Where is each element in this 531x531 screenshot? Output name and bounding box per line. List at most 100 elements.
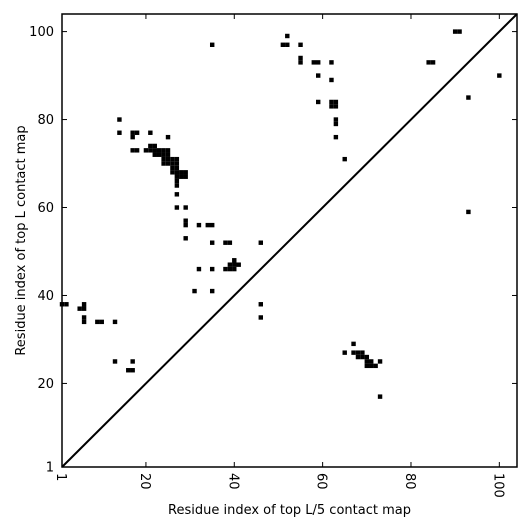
- contact-point: [165, 156, 171, 162]
- contact-point: [285, 33, 290, 39]
- contact-point: [170, 156, 175, 162]
- x-tick-label: 100: [490, 473, 505, 498]
- contact-point: [342, 156, 347, 162]
- contact-point: [130, 359, 135, 364]
- contact-point: [209, 266, 215, 272]
- contact-point: [183, 218, 188, 223]
- y-tick-label: 60: [37, 201, 54, 216]
- contact-point: [223, 240, 228, 245]
- contact-point: [174, 183, 180, 188]
- y-axis-title: Residue index of top L contact map: [14, 125, 29, 355]
- contact-point: [466, 95, 471, 100]
- contact-point: [452, 29, 458, 34]
- x-tick-label: 40: [225, 473, 240, 490]
- contact-point: [209, 240, 215, 245]
- contact-point: [329, 104, 334, 109]
- contact-point: [316, 99, 321, 105]
- contact-point: [117, 130, 122, 135]
- x-tick-label: 60: [314, 473, 329, 490]
- x-axis-ticks: 1 20 40 60 80 100: [53, 14, 505, 498]
- x-tick-label: 80: [402, 473, 417, 490]
- x-tick-label: 1: [53, 473, 68, 481]
- contact-point: [148, 130, 153, 135]
- contact-point: [227, 266, 233, 272]
- contact-point: [196, 266, 202, 272]
- contact-point: [174, 161, 180, 166]
- contact-point: [232, 258, 237, 263]
- contact-point: [426, 60, 431, 65]
- y-tick-label: 100: [29, 25, 54, 40]
- contact-point: [64, 302, 69, 307]
- contact-point: [174, 165, 180, 171]
- contact-point: [183, 236, 188, 241]
- contact-point: [377, 394, 383, 399]
- contact-point: [117, 117, 122, 122]
- contact-point: [223, 266, 228, 272]
- contact-point: [174, 156, 180, 162]
- contact-point: [497, 73, 502, 78]
- contact-point: [192, 288, 197, 294]
- contact-point: [130, 130, 135, 135]
- contact-point: [209, 222, 215, 228]
- contact-point: [258, 302, 263, 307]
- contact-point: [174, 192, 180, 197]
- y-tick-label: 80: [37, 113, 54, 128]
- contact-point: [298, 55, 303, 61]
- contact-point: [130, 134, 135, 140]
- contact-point: [81, 319, 87, 325]
- contact-point: [209, 42, 215, 47]
- y-tick-label: 20: [37, 377, 54, 392]
- contact-point: [364, 359, 370, 364]
- contact-point: [342, 350, 347, 355]
- contact-point: [329, 60, 334, 65]
- contact-point: [333, 121, 339, 127]
- contact-point: [351, 350, 356, 355]
- contact-point: [95, 319, 100, 325]
- x-axis-title: Residue index of top L/5 contact map: [168, 503, 411, 518]
- contact-point: [156, 152, 162, 157]
- contact-point: [174, 170, 180, 175]
- contact-point: [227, 240, 233, 245]
- contact-point: [81, 315, 87, 320]
- contact-point: [369, 363, 374, 369]
- contact-point: [183, 174, 188, 179]
- contact-point: [430, 60, 436, 65]
- contact-point: [161, 148, 166, 153]
- contact-point: [364, 354, 370, 360]
- contact-point: [355, 350, 361, 355]
- contact-point: [183, 170, 188, 175]
- contact-point: [209, 288, 215, 294]
- contact-point: [174, 178, 180, 184]
- contact-point: [112, 359, 118, 364]
- contact-point: [466, 209, 471, 215]
- contact-point: [161, 156, 166, 162]
- contact-point: [183, 205, 188, 210]
- contact-point: [170, 165, 175, 171]
- contact-point: [152, 152, 157, 157]
- contact-point: [161, 152, 166, 157]
- y-tick-label: 1: [46, 461, 54, 476]
- contact-point: [333, 117, 339, 122]
- contact-point: [165, 148, 171, 153]
- contact-point: [258, 315, 263, 320]
- contact-point: [360, 354, 365, 360]
- contact-point: [77, 306, 82, 311]
- y-axis-ticks: 1 20 40 60 80 100: [29, 25, 517, 476]
- plot-frame: [61, 13, 518, 468]
- contact-point: [174, 205, 180, 210]
- contact-point: [170, 170, 175, 175]
- contact-point: [143, 148, 149, 153]
- contact-point: [126, 368, 131, 373]
- contact-point: [316, 73, 321, 78]
- contact-point: [165, 134, 171, 140]
- contact-point: [333, 99, 339, 105]
- contact-point: [329, 99, 334, 105]
- contact-point: [369, 359, 374, 364]
- contact-point: [360, 350, 365, 355]
- contact-point: [298, 60, 303, 65]
- contact-point: [236, 262, 241, 267]
- contact-point: [174, 174, 180, 179]
- contact-point: [183, 222, 188, 228]
- contact-point: [232, 262, 237, 267]
